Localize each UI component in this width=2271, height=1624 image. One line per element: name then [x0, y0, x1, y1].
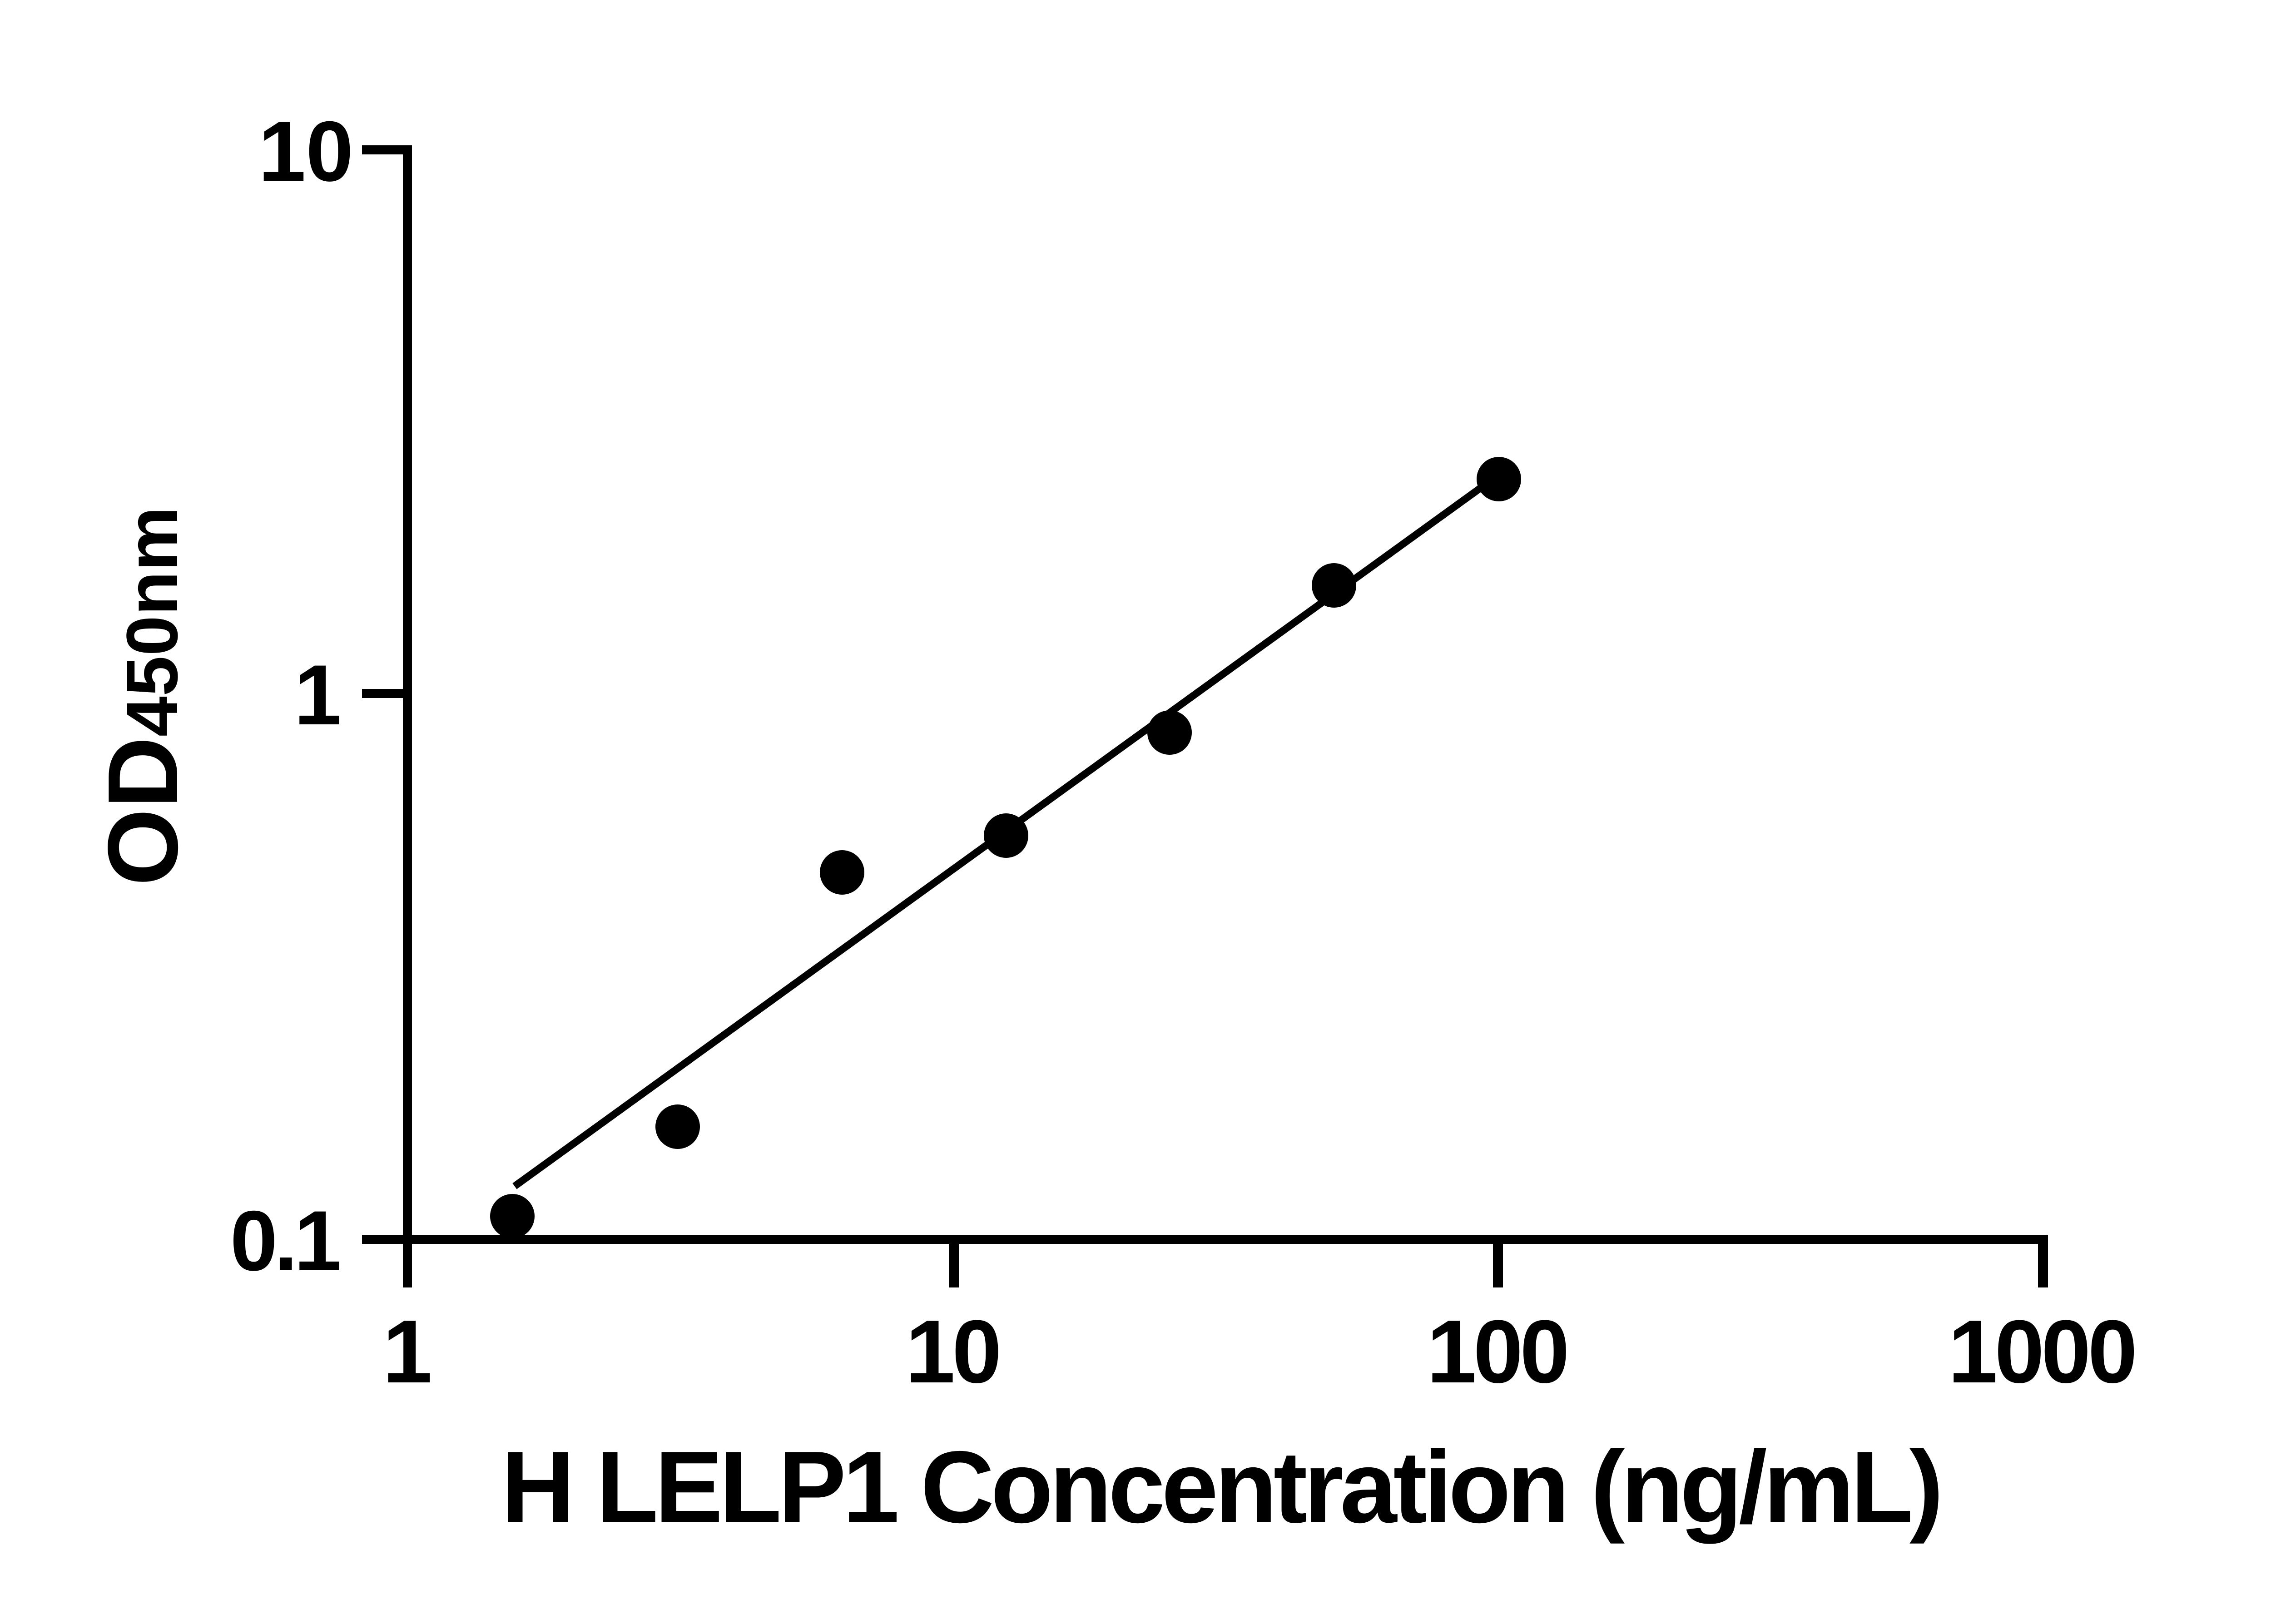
svg-text:1: 1: [382, 1302, 432, 1401]
svg-text:1000: 1000: [1948, 1302, 2134, 1401]
svg-text:10: 10: [258, 104, 353, 199]
svg-text:10: 10: [905, 1302, 998, 1401]
svg-text:H LELP1 Concentration (ng/mL): H LELP1 Concentration (ng/mL): [501, 1430, 1940, 1544]
svg-text:0.1: 0.1: [230, 1193, 340, 1288]
svg-text:100: 100: [1427, 1302, 1567, 1401]
svg-text:1: 1: [294, 647, 342, 743]
